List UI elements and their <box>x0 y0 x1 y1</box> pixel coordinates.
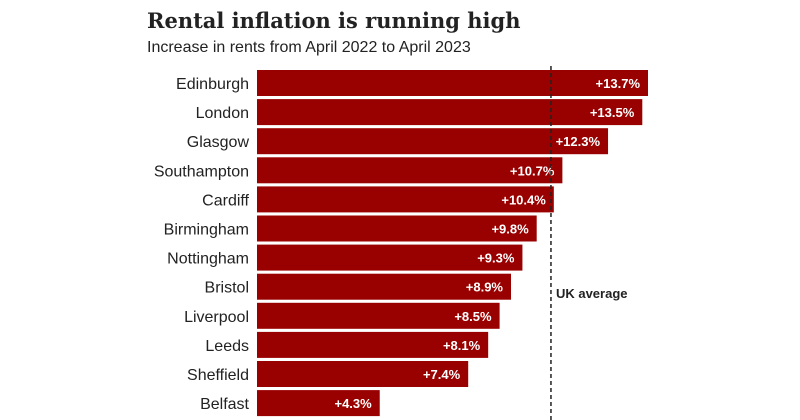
category-label: Birmingham <box>164 222 249 239</box>
value-label: +13.7% <box>596 76 641 91</box>
category-label: Bristol <box>205 280 249 297</box>
category-label: Liverpool <box>184 309 249 326</box>
bar-london <box>257 99 643 126</box>
value-label: +10.7% <box>510 163 555 178</box>
value-label: +9.8% <box>491 222 529 237</box>
category-label: Sheffield <box>187 367 249 384</box>
bar-leeds <box>257 331 489 358</box>
category-label: Cardiff <box>202 192 249 209</box>
value-label: +4.3% <box>334 396 372 411</box>
category-label: Southampton <box>154 163 249 180</box>
bar-edinburgh <box>257 70 648 96</box>
bar-glasgow <box>257 128 609 155</box>
category-label: Edinburgh <box>176 76 249 93</box>
value-label: +10.4% <box>501 192 546 207</box>
value-label: +7.4% <box>423 367 461 382</box>
bar-southampton <box>257 157 563 184</box>
category-label: Nottingham <box>167 251 249 268</box>
value-label: +9.3% <box>477 251 515 266</box>
value-label: +8.5% <box>454 309 492 324</box>
value-label: +8.9% <box>466 280 504 295</box>
category-label: Belfast <box>200 396 249 413</box>
category-label: London <box>196 105 249 122</box>
category-label: Leeds <box>205 338 249 355</box>
category-label: Glasgow <box>187 134 250 151</box>
bar-sheffield <box>257 361 469 387</box>
chart-title: Rental inflation is running high <box>147 8 521 33</box>
bar-liverpool <box>257 302 500 329</box>
uk-average-label: UK average <box>556 286 628 301</box>
bar-belfast <box>257 390 380 417</box>
chart-subtitle: Increase in rents from April 2022 to Apr… <box>147 39 471 56</box>
bar-bristol <box>257 273 512 300</box>
value-label: +12.3% <box>556 134 601 149</box>
value-label: +13.5% <box>590 105 635 120</box>
bar-birmingham <box>257 215 537 242</box>
value-label: +8.1% <box>443 338 481 353</box>
bar-nottingham <box>257 244 523 271</box>
bar-cardiff <box>257 186 554 213</box>
